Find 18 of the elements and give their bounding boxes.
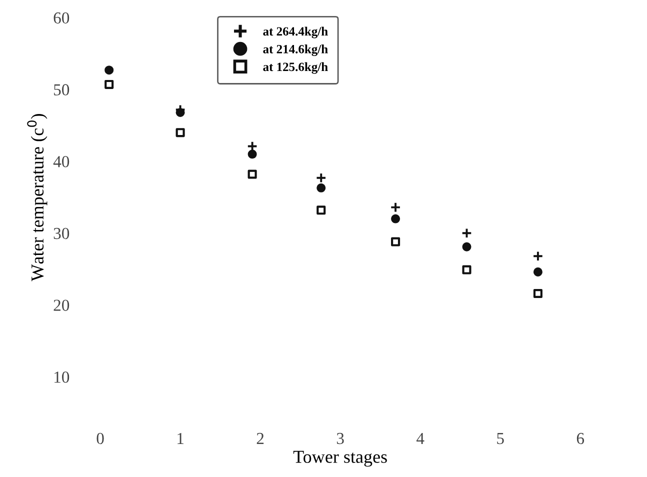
x-tick-label: 6 xyxy=(576,432,584,444)
y-axis-title: Water temperature (c$^{0}$) xyxy=(27,114,48,282)
y-tick-label: 20 xyxy=(54,300,70,311)
x-tick-label: 2 xyxy=(256,432,264,444)
legend-label: at 214.6kg/h xyxy=(263,44,328,56)
legend-label: at 125.6kg/h xyxy=(263,62,328,74)
x-tick-label: 4 xyxy=(416,432,424,444)
y-tick-label: 10 xyxy=(54,372,70,383)
x-tick-label: 1 xyxy=(178,432,184,444)
x-tick-label: 0 xyxy=(96,432,104,444)
y-tick-label: 50 xyxy=(54,84,70,96)
x-tick-label: 5 xyxy=(497,433,504,444)
x-axis-title: Tower stages xyxy=(293,450,387,467)
y-tick-label: 40 xyxy=(53,156,70,168)
y-tick-label: 60 xyxy=(54,12,70,24)
legend-label: at 264.4kg/h xyxy=(263,26,328,38)
y-tick-label: 30 xyxy=(54,228,70,240)
x-tick-label: 3 xyxy=(336,432,344,444)
